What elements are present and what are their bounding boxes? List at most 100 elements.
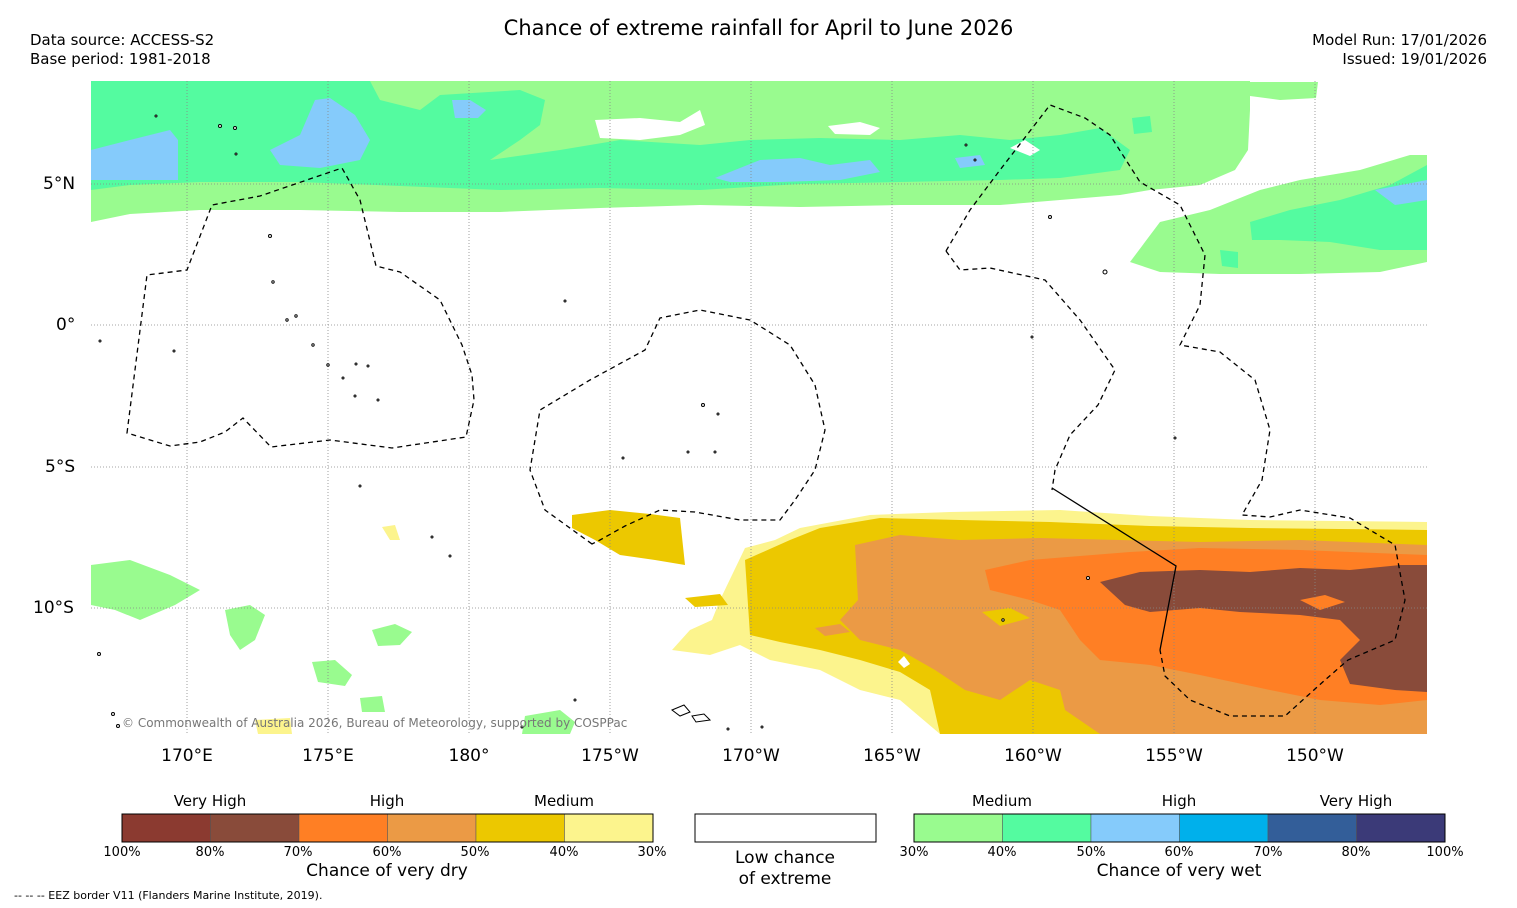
island-dot xyxy=(760,725,764,729)
eez-kiribati-phoenix xyxy=(529,309,826,545)
island-samoa-1 xyxy=(671,704,691,717)
lon-label-155w: 155°W xyxy=(1145,746,1203,766)
island-dot xyxy=(713,450,717,454)
island-dot xyxy=(573,698,577,702)
dry-swatch-3 xyxy=(298,813,388,843)
dry-colorbar xyxy=(121,813,654,843)
wet-teal-band-ne xyxy=(1250,165,1427,250)
wet-blue-patch-2 xyxy=(270,98,370,168)
islands xyxy=(97,114,1177,731)
dry-tick-80: 80% xyxy=(195,845,225,860)
wet-heading-medium: Medium xyxy=(972,792,1032,810)
wet-blue-patch-5 xyxy=(955,155,985,168)
island-dot xyxy=(97,652,101,656)
base-period: Base period: 1981-2018 xyxy=(30,50,211,68)
island-dot xyxy=(358,484,362,488)
eez-kiribati-line xyxy=(945,104,1406,717)
island-dot xyxy=(1048,215,1052,219)
low-chance-line2: of extreme xyxy=(738,869,832,889)
wet-tick-30: 30% xyxy=(899,845,929,860)
island-dot xyxy=(376,398,380,402)
low-hole-1 xyxy=(595,110,705,140)
wet-blue-patch-4 xyxy=(715,158,880,182)
lat-label-5s: 5°S xyxy=(45,457,76,477)
dry-caption: Chance of very dry xyxy=(306,861,468,881)
island-dot xyxy=(218,124,222,128)
wet-medium-patch-sw-4 xyxy=(312,660,352,686)
dry-swatch-5 xyxy=(475,813,565,843)
island-dot xyxy=(271,280,275,284)
island-dot xyxy=(294,314,298,318)
island-dot xyxy=(326,363,330,367)
dry-yellow xyxy=(572,510,685,565)
dry-tan-inner-2 xyxy=(1390,710,1412,730)
graticule xyxy=(91,81,1427,734)
meta-right: Model Run: 17/01/2026 Issued: 19/01/2026 xyxy=(1312,31,1487,69)
dry-orange-inner xyxy=(1300,595,1345,610)
wet-blue-patch-1 xyxy=(91,130,178,180)
eez-jarvis-line xyxy=(945,250,1116,491)
island-dot xyxy=(973,158,977,162)
dry-tick-60: 60% xyxy=(372,845,402,860)
dry-tick-40: 40% xyxy=(549,845,579,860)
island-dot xyxy=(341,376,345,380)
rainfall-zones xyxy=(91,81,1427,734)
wet-medium-patch-sw-2 xyxy=(225,605,265,650)
copyright-notice: © Commonwealth of Australia 2026, Bureau… xyxy=(122,716,628,730)
wet-tick-70: 70% xyxy=(1253,845,1283,860)
eez-kiribati-gilberts xyxy=(126,167,475,449)
lat-label-5n: 5°N xyxy=(43,174,76,194)
island-samoa-2 xyxy=(691,713,712,723)
wet-swatch-6 xyxy=(1356,813,1446,843)
island-dot xyxy=(1001,618,1005,622)
wet-teal-patch-small2 xyxy=(1220,250,1238,268)
wet-tick-50: 50% xyxy=(1076,845,1106,860)
wet-medium-patch-sw-5 xyxy=(360,696,385,712)
wet-tick-100: 100% xyxy=(1426,845,1464,860)
low-chance-line1: Low chance xyxy=(735,848,835,868)
wet-tick-60: 60% xyxy=(1164,845,1194,860)
dry-swatch-4 xyxy=(387,813,477,843)
island-dot xyxy=(686,450,690,454)
wet-swatch-2 xyxy=(1002,813,1092,843)
island-dot xyxy=(268,234,272,238)
lat-label-10s: 10°S xyxy=(33,598,74,618)
dry-tick-30: 30% xyxy=(637,845,667,860)
wet-colorbar xyxy=(913,813,1446,843)
wet-swatch-1 xyxy=(913,813,1003,843)
wet-swatch-3 xyxy=(1090,813,1180,843)
island-dot xyxy=(285,318,289,322)
wet-tick-80: 80% xyxy=(1341,845,1371,860)
wet-swatch-5 xyxy=(1267,813,1357,843)
issued-date: Issued: 19/01/2026 xyxy=(1342,50,1487,68)
island-dot xyxy=(311,343,315,347)
island-dot xyxy=(154,114,158,118)
dry-heading-very-high: Very High xyxy=(173,792,247,810)
wet-tick-40: 40% xyxy=(987,845,1017,860)
island-dot xyxy=(701,403,705,407)
dry-swatch-2 xyxy=(210,813,300,843)
lon-label-165w: 165°W xyxy=(863,746,921,766)
dry-swatch-1 xyxy=(121,813,211,843)
lon-label-170e: 170°E xyxy=(161,746,213,766)
dry-tan-inner xyxy=(815,624,850,636)
island-dot xyxy=(172,349,176,353)
dry-heading-high: High xyxy=(369,792,405,810)
island-dot xyxy=(621,456,625,460)
island-dot xyxy=(111,712,115,716)
model-run: Model Run: 17/01/2026 xyxy=(1312,31,1487,49)
wet-swatch-4 xyxy=(1179,813,1269,843)
eez-border-note: -- -- -- EEZ border V11 (Flanders Marine… xyxy=(14,889,323,902)
island-dot xyxy=(116,724,120,728)
wet-blue-patch-6 xyxy=(1375,180,1427,205)
wet-medium-patch-sw-1 xyxy=(91,560,200,620)
lon-label-175w: 175°W xyxy=(581,746,639,766)
island-dot xyxy=(563,299,567,303)
dry-tick-100: 100% xyxy=(103,845,141,860)
wet-caption: Chance of very wet xyxy=(1096,861,1262,881)
data-source: Data source: ACCESS-S2 xyxy=(30,31,215,49)
island-dot xyxy=(354,362,358,366)
dry-brown xyxy=(1100,565,1427,692)
lat-label-0: 0° xyxy=(56,315,76,335)
